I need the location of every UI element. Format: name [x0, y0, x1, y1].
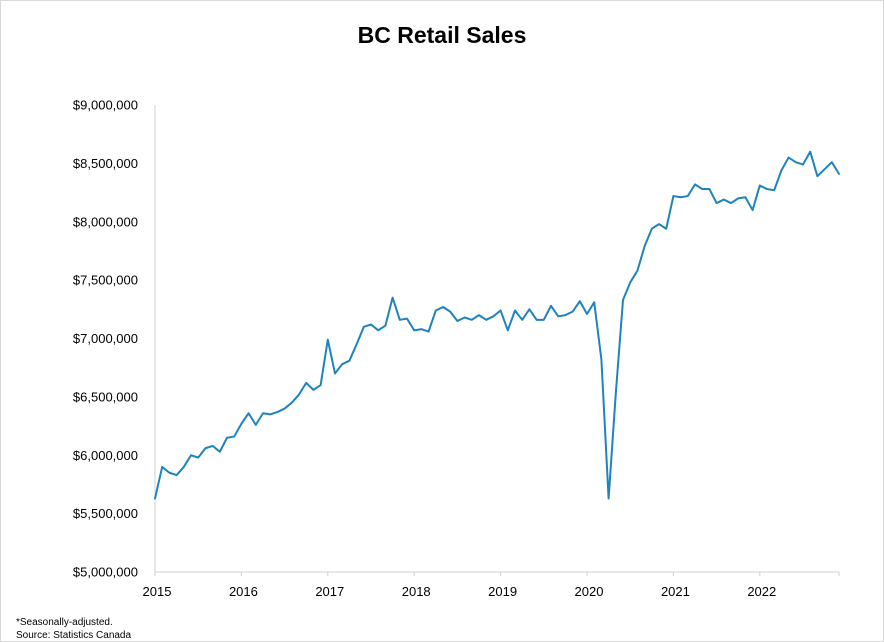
y-tick-label: $8,500,000 [73, 156, 138, 171]
y-tick-label: $7,500,000 [73, 273, 138, 288]
series-layer [154, 150, 840, 500]
y-axis-ticks: $5,000,000 $5,500,000 $6,000,000 $6,500,000… [73, 98, 138, 580]
footnote-source: Source: Statistics Canada [16, 630, 132, 641]
y-tick-label: $7,000,000 [73, 331, 138, 346]
x-tick-label: 2016 [229, 584, 258, 599]
x-tick-label: 2020 [575, 584, 604, 599]
footnote-adjustment: *Seasonally-adjusted. [16, 617, 113, 628]
x-tick-label: 2021 [661, 584, 690, 599]
x-tick-label: 2022 [747, 584, 776, 599]
x-tick-label: 2017 [315, 584, 344, 599]
axes [154, 105, 840, 576]
x-tick-label: 2018 [402, 584, 431, 599]
x-axis-ticks: 2015 2016 2017 2018 2019 2020 2021 2022 [143, 572, 776, 599]
x-tick-label: 2015 [143, 584, 172, 599]
y-tick-label: $6,500,000 [73, 389, 138, 404]
y-tick-label: $6,000,000 [73, 448, 138, 463]
retail-sales-series-line [154, 150, 840, 500]
y-tick-label: $5,500,000 [73, 506, 138, 521]
y-tick-label: $9,000,000 [73, 98, 138, 113]
chart-title: BC Retail Sales [357, 22, 527, 48]
x-tick-label: 2019 [488, 584, 517, 599]
y-tick-label: $5,000,000 [73, 565, 138, 580]
y-tick-label: $8,000,000 [73, 214, 138, 229]
